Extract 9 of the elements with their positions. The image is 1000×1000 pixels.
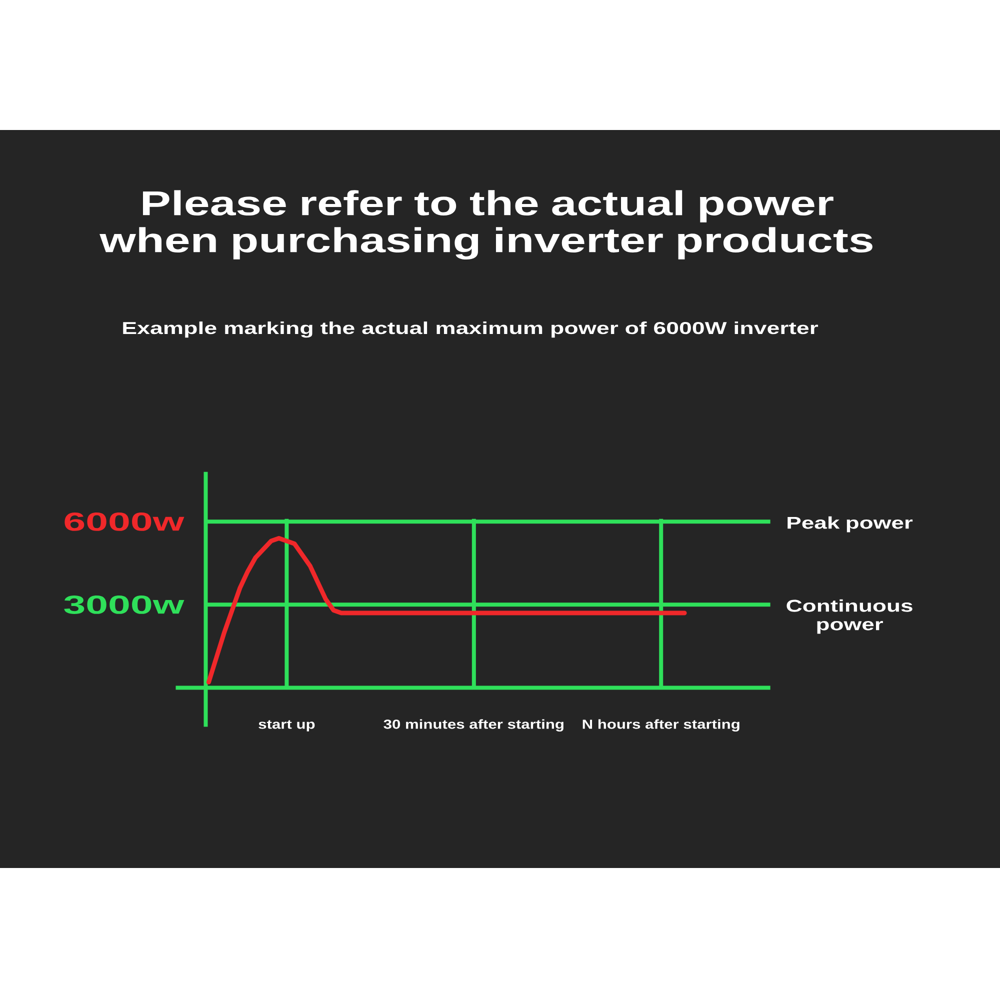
ref-line-label: Continuous power <box>786 599 912 634</box>
x-tick-label: N hours after starting <box>582 719 740 732</box>
chart-subtitle: Example marking the actual maximum power of 6000W inverter <box>123 322 818 338</box>
x-tick-label: 30 minutes after starting <box>384 719 564 732</box>
chart-title: Please refer to the actual power when purchasing inverter products <box>100 190 872 260</box>
ref-line-label: Peak power <box>788 516 913 532</box>
y-tick-label: 3000w <box>64 596 184 614</box>
y-tick-label: 6000w <box>64 512 184 531</box>
x-tick-label: start up <box>258 720 315 732</box>
